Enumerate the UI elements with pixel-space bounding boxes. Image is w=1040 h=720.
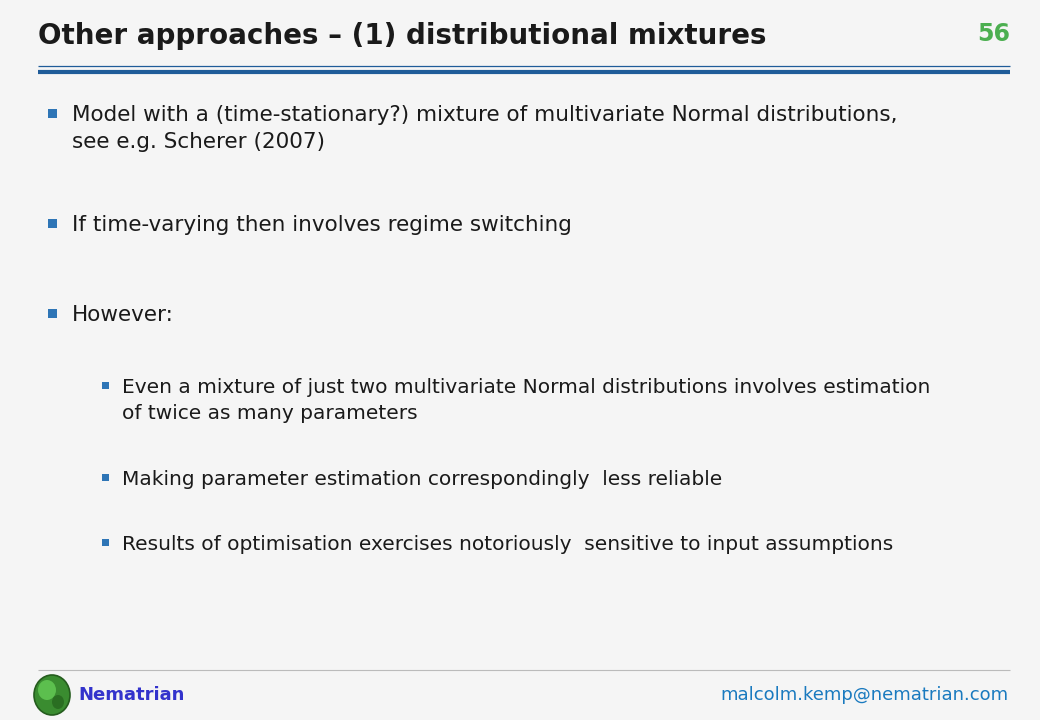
- Ellipse shape: [38, 680, 56, 700]
- Bar: [48, 309, 57, 318]
- Bar: [102, 382, 109, 389]
- Text: Even a mixture of just two multivariate Normal distributions involves estimation: Even a mixture of just two multivariate …: [122, 378, 931, 423]
- Text: However:: However:: [72, 305, 174, 325]
- Bar: [48, 219, 57, 228]
- Bar: [102, 474, 109, 481]
- Text: malcolm.kemp@nematrian.com: malcolm.kemp@nematrian.com: [720, 686, 1008, 704]
- Text: Making parameter estimation correspondingly  less reliable: Making parameter estimation correspondin…: [122, 470, 722, 489]
- Text: Model with a (time-stationary?) mixture of multivariate Normal distributions,
se: Model with a (time-stationary?) mixture …: [72, 105, 898, 152]
- Text: Results of optimisation exercises notoriously  sensitive to input assumptions: Results of optimisation exercises notori…: [122, 535, 893, 554]
- Ellipse shape: [52, 695, 64, 709]
- Ellipse shape: [34, 675, 70, 715]
- Text: 56: 56: [977, 22, 1010, 46]
- Bar: [48, 109, 57, 118]
- Text: Other approaches – (1) distributional mixtures: Other approaches – (1) distributional mi…: [38, 22, 766, 50]
- Bar: [102, 539, 109, 546]
- Text: Nematrian: Nematrian: [78, 686, 184, 704]
- Text: If time-varying then involves regime switching: If time-varying then involves regime swi…: [72, 215, 572, 235]
